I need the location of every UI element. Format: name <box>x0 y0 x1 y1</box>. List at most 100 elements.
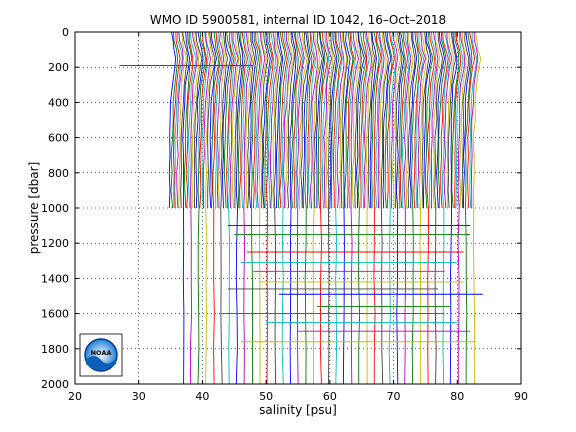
salinity-profile-line <box>195 32 204 209</box>
salinity-profile-line <box>266 32 274 384</box>
salinity-profile-line <box>446 32 455 209</box>
y-tick-label: 800 <box>48 167 69 180</box>
salinity-profile-line <box>191 32 200 209</box>
salinity-profile-line <box>472 32 482 384</box>
salinity-profile-line <box>463 32 471 209</box>
salinity-profile-line <box>302 32 311 209</box>
salinity-profile-line <box>304 32 313 384</box>
salinity-profile-line <box>214 32 223 209</box>
salinity-profile-line <box>429 32 437 209</box>
salinity-profile-line <box>403 32 412 384</box>
salinity-profile-line <box>273 32 283 384</box>
salinity-profile-line <box>432 32 441 209</box>
salinity-profile-line <box>295 32 304 209</box>
salinity-profile-line <box>218 32 226 209</box>
y-axis-label: pressure [dbar] <box>27 162 41 255</box>
salinity-profile-line <box>277 32 286 209</box>
salinity-profile-line <box>348 32 357 209</box>
salinity-profile-line <box>253 32 261 209</box>
salinity-profile-line <box>234 32 242 209</box>
x-tick-label: 40 <box>195 390 209 403</box>
salinity-profile-line <box>367 32 376 209</box>
y-tick-label: 400 <box>48 96 69 109</box>
salinity-profile-line <box>392 32 402 209</box>
salinity-profile-line <box>360 32 368 209</box>
x-tick-label: 50 <box>259 390 273 403</box>
y-tick-label: 1000 <box>41 202 69 215</box>
y-tick-label: 1600 <box>41 308 69 321</box>
salinity-profile-line <box>454 32 462 209</box>
salinity-profile-line <box>321 32 330 209</box>
salinity-profile-line <box>223 32 233 209</box>
salinity-profile-line <box>467 32 476 209</box>
salinity-profile-line <box>202 32 211 209</box>
salinity-profile-line <box>327 32 336 384</box>
salinity-profile-line <box>239 32 249 209</box>
salinity-profile-line <box>247 32 256 209</box>
salinity-profile-line <box>287 32 296 209</box>
salinity-profile-line <box>293 32 302 209</box>
salinity-profile-line <box>262 32 271 209</box>
salinity-profile-line <box>471 32 479 209</box>
salinity-profile-line <box>356 32 365 209</box>
salinity-profile-line <box>241 32 250 209</box>
logo-wave-icon <box>86 356 116 370</box>
y-tick-label: 1400 <box>41 272 69 285</box>
salinity-profile-line <box>398 32 406 209</box>
x-tick-label: 70 <box>387 390 401 403</box>
noaa-logo: NOAA <box>79 333 123 377</box>
salinity-profile-line <box>405 32 414 209</box>
axis-ticks: 20 30 40 50 60 70 80 90 0 200 400 600 800 1000 1200 140… <box>41 26 528 403</box>
x-tick-label: 20 <box>68 390 82 403</box>
salinity-profile-line <box>315 32 325 208</box>
salinity-profile-line <box>261 32 269 209</box>
y-tick-label: 600 <box>48 132 69 145</box>
salinity-profile-line <box>250 32 259 384</box>
salinity-profile-line <box>170 32 178 209</box>
salinity-profile-line <box>415 32 425 209</box>
salinity-profile-line <box>205 32 214 384</box>
y-tick-label: 2000 <box>41 378 69 391</box>
salinity-profile-line <box>272 32 280 209</box>
salinity-profile-line <box>207 32 216 208</box>
salinity-profile-line <box>180 32 189 209</box>
salinity-profile-line <box>183 32 193 209</box>
salinity-profile-line <box>209 32 217 209</box>
salinity-profile-line <box>174 32 183 209</box>
salinity-profile-line <box>400 32 409 209</box>
salinity-profile-line <box>465 32 473 384</box>
salinity-profile-line <box>379 32 387 209</box>
salinity-profile-line <box>333 32 342 208</box>
salinity-profile-line <box>310 32 318 209</box>
salinity-profile-line <box>426 32 435 384</box>
salinity-profile-line <box>351 32 362 209</box>
y-tick-label: 0 <box>62 26 69 39</box>
salinity-profile-line <box>382 32 392 209</box>
salinity-profile-line <box>363 32 373 209</box>
x-tick-label: 60 <box>323 390 337 403</box>
x-tick-label: 90 <box>514 390 528 403</box>
grid-lines <box>75 32 521 384</box>
salinity-profile-line <box>176 32 184 209</box>
salinity-profile-line <box>395 32 405 384</box>
salinity-profile-line <box>437 32 447 209</box>
salinity-profile-line <box>187 32 197 209</box>
salinity-profile-line <box>413 32 423 209</box>
salinity-profile-line <box>248 32 257 209</box>
salinity-profile-line <box>469 32 478 209</box>
salinity-profile-line <box>306 32 315 209</box>
salinity-profile-line <box>189 32 198 384</box>
salinity-profile-line <box>455 32 464 209</box>
salinity-profile-line <box>296 32 305 384</box>
salinity-profile-line <box>417 32 426 209</box>
salinity-profile-line <box>430 32 439 208</box>
salinity-profile-line <box>459 32 467 209</box>
salinity-profiles <box>119 32 483 384</box>
salinity-profile-line <box>178 32 188 209</box>
salinity-profile-line <box>308 32 317 209</box>
salinity-profile-line <box>457 32 465 384</box>
salinity-profile-line <box>419 32 427 384</box>
salinity-profile-line <box>231 32 240 209</box>
salinity-profile-line <box>402 32 410 209</box>
